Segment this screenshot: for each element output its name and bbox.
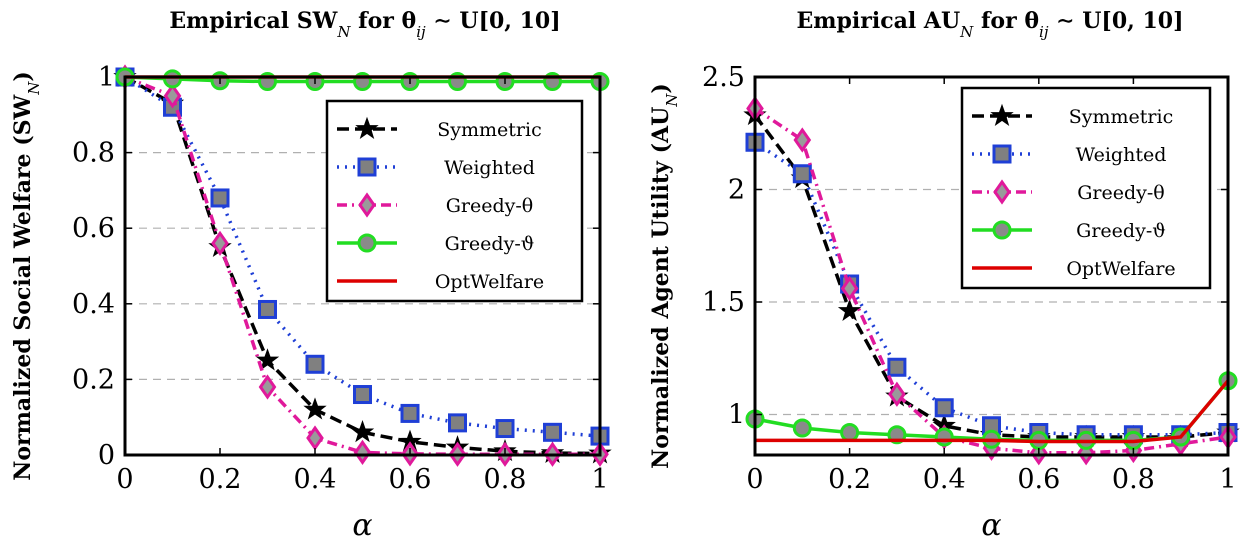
x-tick-label: 0.4: [294, 464, 337, 495]
data-point: [934, 398, 954, 418]
legend-marker: [992, 144, 1012, 164]
legend: Symmetric Weighted Greedy-θ Greedy-ϑ OptWelf…: [960, 86, 1212, 290]
legend-entry: Greedy-ϑ: [445, 233, 535, 255]
chart-panel-1: 0 0.2 0.4 0.6 0.8 1 0 0.2 0.4 0.6 0.8 1 Empirical SW…: [10, 8, 612, 543]
x-tick-label: 0.8: [1112, 464, 1155, 495]
legend-entry: Symmetric: [1069, 106, 1173, 128]
x-tick-label: 0: [116, 464, 133, 495]
data-point: [792, 164, 812, 184]
series-line: [124, 75, 600, 456]
series-optwelfare: [755, 379, 1230, 444]
data-point: [255, 348, 280, 371]
x-tick-label: 1: [1219, 464, 1236, 495]
data-point: [793, 127, 812, 153]
data-point: [211, 230, 229, 256]
data-point: [163, 69, 182, 89]
x-tick-label: 0.2: [828, 464, 871, 495]
legend-entry: Weighted: [444, 157, 535, 179]
legend-marker: [358, 192, 376, 218]
series-greedy-: [115, 67, 610, 92]
chart-title: Empirical AUN for θij ∼ U[0, 10]: [797, 8, 1184, 41]
legend-entry: Symmetric: [437, 119, 541, 141]
data-point: [306, 425, 324, 451]
x-tick-label: 0.2: [199, 464, 242, 495]
legend-entry: Greedy-ϑ: [1076, 220, 1166, 242]
x-axis-label: α: [352, 508, 372, 543]
data-point: [792, 418, 812, 438]
x-tick-label: 0: [746, 464, 763, 495]
x-tick-label: 0.8: [484, 464, 527, 495]
data-point: [400, 403, 420, 423]
chart-title: Empirical SWN for θij ∼ U[0, 10]: [169, 8, 560, 41]
y-tick-label: 1: [728, 400, 745, 431]
y-tick-label: 0.4: [72, 289, 115, 320]
data-point: [303, 397, 327, 420]
data-point: [840, 275, 859, 302]
y-tick-label: 0.2: [72, 364, 115, 395]
y-tick-label: 0: [98, 440, 115, 471]
data-point: [887, 357, 907, 377]
data-point: [353, 439, 372, 465]
y-tick-label: 1: [98, 62, 115, 93]
chart-panel-2: 0 0.2 0.4 0.6 0.8 1 1 1.5 2 2.5 Empirical AUN for …: [648, 8, 1240, 543]
data-point: [934, 427, 954, 447]
legend: Symmetric Weighted Greedy-θ Greedy-ϑ OptWelf…: [325, 99, 584, 303]
legend-marker: [990, 103, 1014, 126]
legend-marker: [355, 116, 379, 139]
legend-marker: [357, 157, 377, 177]
x-tick-label: 0.6: [389, 464, 432, 495]
y-tick-label: 1.5: [702, 287, 745, 318]
data-point: [543, 422, 562, 442]
data-point: [495, 419, 515, 439]
x-tick-label: 0.4: [923, 464, 966, 495]
series-line: [755, 379, 1230, 444]
data-point: [163, 83, 182, 109]
legend-entry: Weighted: [1076, 144, 1167, 166]
data-point: [305, 354, 325, 374]
y-tick-label: 2.5: [702, 62, 745, 93]
y-axis-label: Normalized Agent Utility (AUN): [648, 83, 681, 469]
data-point: [448, 413, 467, 433]
x-axis-label: α: [981, 508, 1001, 543]
legend-marker: [993, 179, 1011, 205]
y-tick-label: 2: [728, 175, 745, 206]
data-point: [258, 299, 277, 319]
legend-entry: Greedy-θ: [446, 195, 534, 217]
data-point: [840, 423, 860, 442]
x-tick-label: 1: [591, 464, 608, 495]
plot-frame: [753, 75, 1230, 457]
data-point: [210, 188, 230, 208]
data-point: [350, 420, 375, 443]
legend-entry: OptWelfare: [435, 271, 544, 293]
data-point: [837, 298, 862, 321]
legend-marker: [357, 233, 377, 253]
legend-entry: Greedy-θ: [1077, 182, 1165, 204]
data-point: [353, 385, 372, 405]
data-point: [888, 381, 906, 407]
y-tick-label: 0.8: [72, 138, 115, 169]
legend-marker: [992, 220, 1012, 240]
data-point: [258, 374, 277, 400]
x-tick-label: 0.6: [1017, 464, 1060, 495]
plot-frame: [123, 75, 602, 457]
y-tick-label: 0.6: [72, 213, 115, 244]
y-axis-label: Normalized Social Welfare (SWN): [10, 71, 43, 481]
legend-entry: OptWelfare: [1066, 258, 1175, 280]
